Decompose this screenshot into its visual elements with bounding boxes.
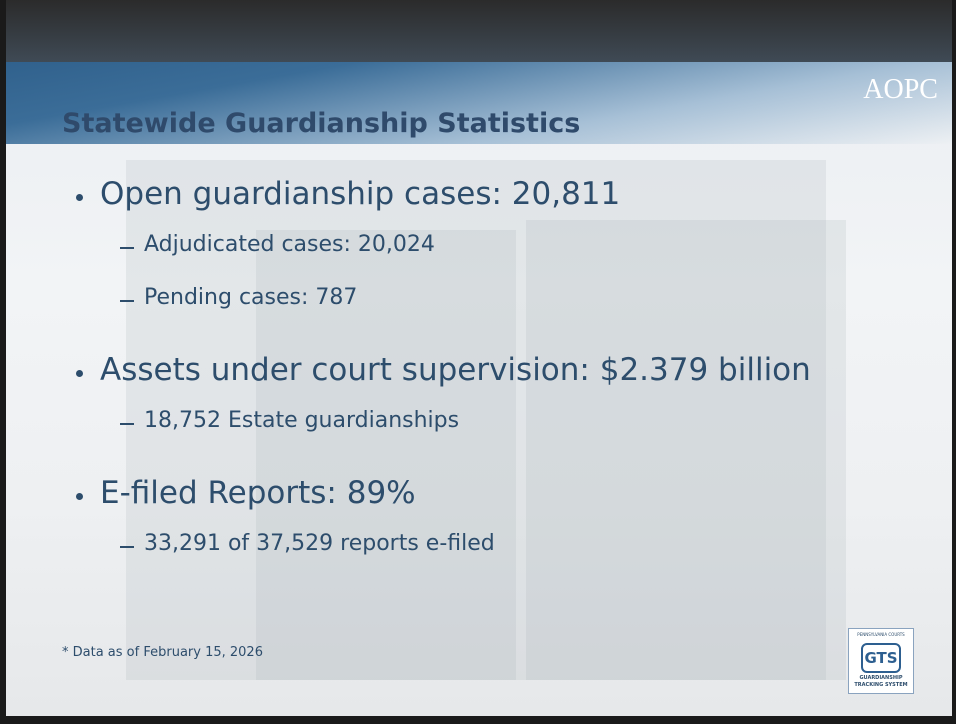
sub-bullet-text: Adjudicated cases: 20,024 — [144, 232, 435, 257]
logo-caption: GUARDIANSHIP TRACKING SYSTEM — [851, 675, 911, 689]
sub-bullet-dash — [120, 546, 134, 548]
slide-body: AOPC Statewide Guardianship Statistics O… — [6, 0, 952, 716]
bullet-dot — [76, 370, 83, 377]
gts-logo: PENNSYLVANIA COURTS GTS GUARDIANSHIP TRA… — [848, 628, 914, 694]
background-building — [526, 220, 846, 680]
bullet-dot — [76, 493, 83, 500]
sub-bullet-dash — [120, 300, 134, 302]
sub-bullet-text: Pending cases: 787 — [144, 285, 357, 310]
sub-bullet-text: 18,752 Estate guardianships — [144, 408, 459, 433]
slide-title: Statewide Guardianship Statistics — [62, 108, 580, 139]
sub-bullet-dash — [120, 423, 134, 425]
logo-mark: GTS — [861, 643, 901, 673]
bullet-text: Assets under court supervision: $2.379 b… — [100, 352, 811, 388]
bullet-text: Open guardianship cases: 20,811 — [100, 176, 620, 212]
sub-bullet-text: 33,291 of 37,529 reports e-filed — [144, 531, 495, 556]
footnote: * Data as of February 15, 2026 — [62, 645, 263, 660]
bullet-dot — [76, 194, 83, 201]
brand: AOPC — [863, 74, 938, 106]
slide: AOPC Statewide Guardianship Statistics O… — [0, 0, 956, 724]
logo-top: PENNSYLVANIA COURTS — [849, 632, 913, 637]
top-bar — [6, 0, 952, 62]
bullet-text: E-filed Reports: 89% — [100, 475, 416, 511]
sub-bullet-dash — [120, 247, 134, 249]
